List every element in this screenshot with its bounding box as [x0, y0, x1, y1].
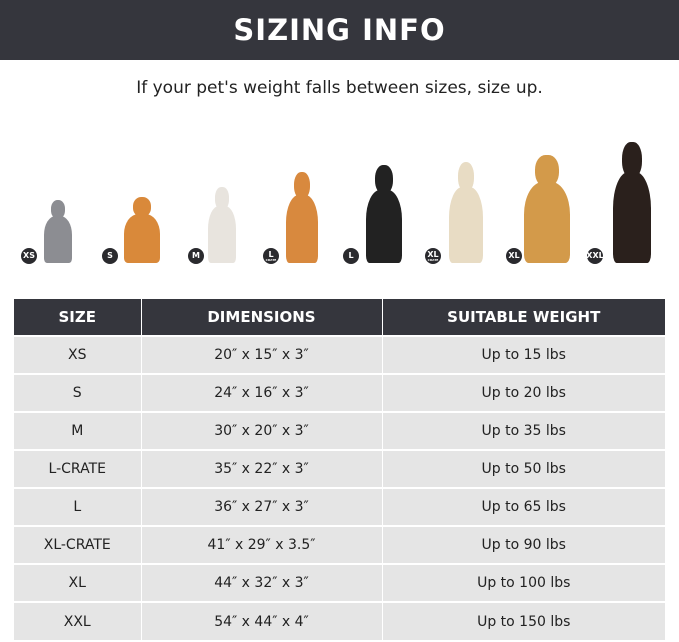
- table-cell: Up to 15 lbs: [382, 335, 665, 374]
- shiba-inu-image: [282, 172, 322, 263]
- badge-label: S: [107, 251, 113, 260]
- badge-label: L: [268, 249, 274, 259]
- table-cell: XL-CRATE: [14, 525, 142, 564]
- sizing-table: SIZE DIMENSIONS SUITABLE WEIGHT XS 20″ x 15…: [14, 299, 665, 640]
- table-cell: S: [14, 373, 142, 412]
- table-row: XXL 54″ x 44″ x 4″ Up to 150 lbs: [14, 601, 665, 640]
- table-cell: 41″ x 29″ x 3.5″: [141, 525, 383, 564]
- size-badge: XXL: [586, 248, 604, 264]
- size-badge: XS: [21, 248, 37, 264]
- table-cell: L: [14, 487, 142, 526]
- french-bulldog-image: [205, 187, 239, 263]
- table-row: XL 44″ x 32″ x 3″ Up to 100 lbs: [14, 563, 665, 602]
- table-cell: Up to 50 lbs: [382, 449, 665, 488]
- table-row: M 30″ x 20″ x 3″ Up to 35 lbs: [14, 411, 665, 450]
- border-collie-image: [362, 165, 406, 263]
- table-cell: Up to 150 lbs: [382, 601, 665, 640]
- column-header: SIZE: [14, 299, 142, 336]
- badge-label: XXL: [586, 251, 604, 260]
- pomeranian-image: [119, 197, 165, 263]
- table-row: L 36″ x 27″ x 3″ Up to 65 lbs: [14, 487, 665, 526]
- table-cell: 20″ x 15″ x 3″: [141, 335, 383, 374]
- table-row: S 24″ x 16″ x 3″ Up to 20 lbs: [14, 373, 665, 412]
- size-badge: XL CRATE: [425, 248, 441, 264]
- golden-retriever-image: [518, 155, 576, 263]
- size-badge: L CRATE: [263, 248, 279, 264]
- table-row: L-CRATE 35″ x 22″ x 3″ Up to 50 lbs: [14, 449, 665, 488]
- badge-label: XL: [508, 251, 520, 260]
- table-cell: 36″ x 27″ x 3″: [141, 487, 383, 526]
- badge-sublabel: CRATE: [265, 257, 277, 262]
- labrador-image: [445, 162, 487, 263]
- size-badge: XL: [506, 248, 522, 264]
- badge-sublabel: CRATE: [427, 257, 439, 262]
- table-cell: 30″ x 20″ x 3″: [141, 411, 383, 450]
- table-cell: XXL: [14, 601, 142, 640]
- table-cell: 44″ x 32″ x 3″: [141, 563, 383, 602]
- table-cell: XL: [14, 563, 142, 602]
- table-cell: Up to 35 lbs: [382, 411, 665, 450]
- table-cell: Up to 65 lbs: [382, 487, 665, 526]
- table-cell: L-CRATE: [14, 449, 142, 488]
- table-row: XL-CRATE 41″ x 29″ x 3.5″ Up to 90 lbs: [14, 525, 665, 564]
- badge-label: L: [348, 251, 354, 260]
- subtitle: If your pet's weight falls between sizes…: [136, 78, 543, 98]
- size-badge: S: [102, 248, 118, 264]
- table-header: SIZE DIMENSIONS SUITABLE WEIGHT: [14, 299, 665, 336]
- table-cell: 35″ x 22″ x 3″: [141, 449, 383, 488]
- doberman-image: [608, 142, 656, 263]
- badge-label: M: [192, 251, 200, 260]
- table-cell: Up to 20 lbs: [382, 373, 665, 412]
- table-cell: M: [14, 411, 142, 450]
- column-header: SUITABLE WEIGHT: [382, 299, 665, 336]
- table-cell: XS: [14, 335, 142, 374]
- column-header: DIMENSIONS: [141, 299, 383, 336]
- badge-label: XS: [23, 251, 35, 260]
- page-title: SIZING INFO: [0, 0, 679, 60]
- badge-label: XL: [427, 249, 439, 259]
- table-cell: 24″ x 16″ x 3″: [141, 373, 383, 412]
- size-badge: L: [343, 248, 359, 264]
- cat-image: [40, 200, 76, 263]
- table-cell: 54″ x 44″ x 4″: [141, 601, 383, 640]
- table-row: XS 20″ x 15″ x 3″ Up to 15 lbs: [14, 335, 665, 374]
- size-badge: M: [188, 248, 204, 264]
- table-cell: Up to 100 lbs: [382, 563, 665, 602]
- table-cell: Up to 90 lbs: [382, 525, 665, 564]
